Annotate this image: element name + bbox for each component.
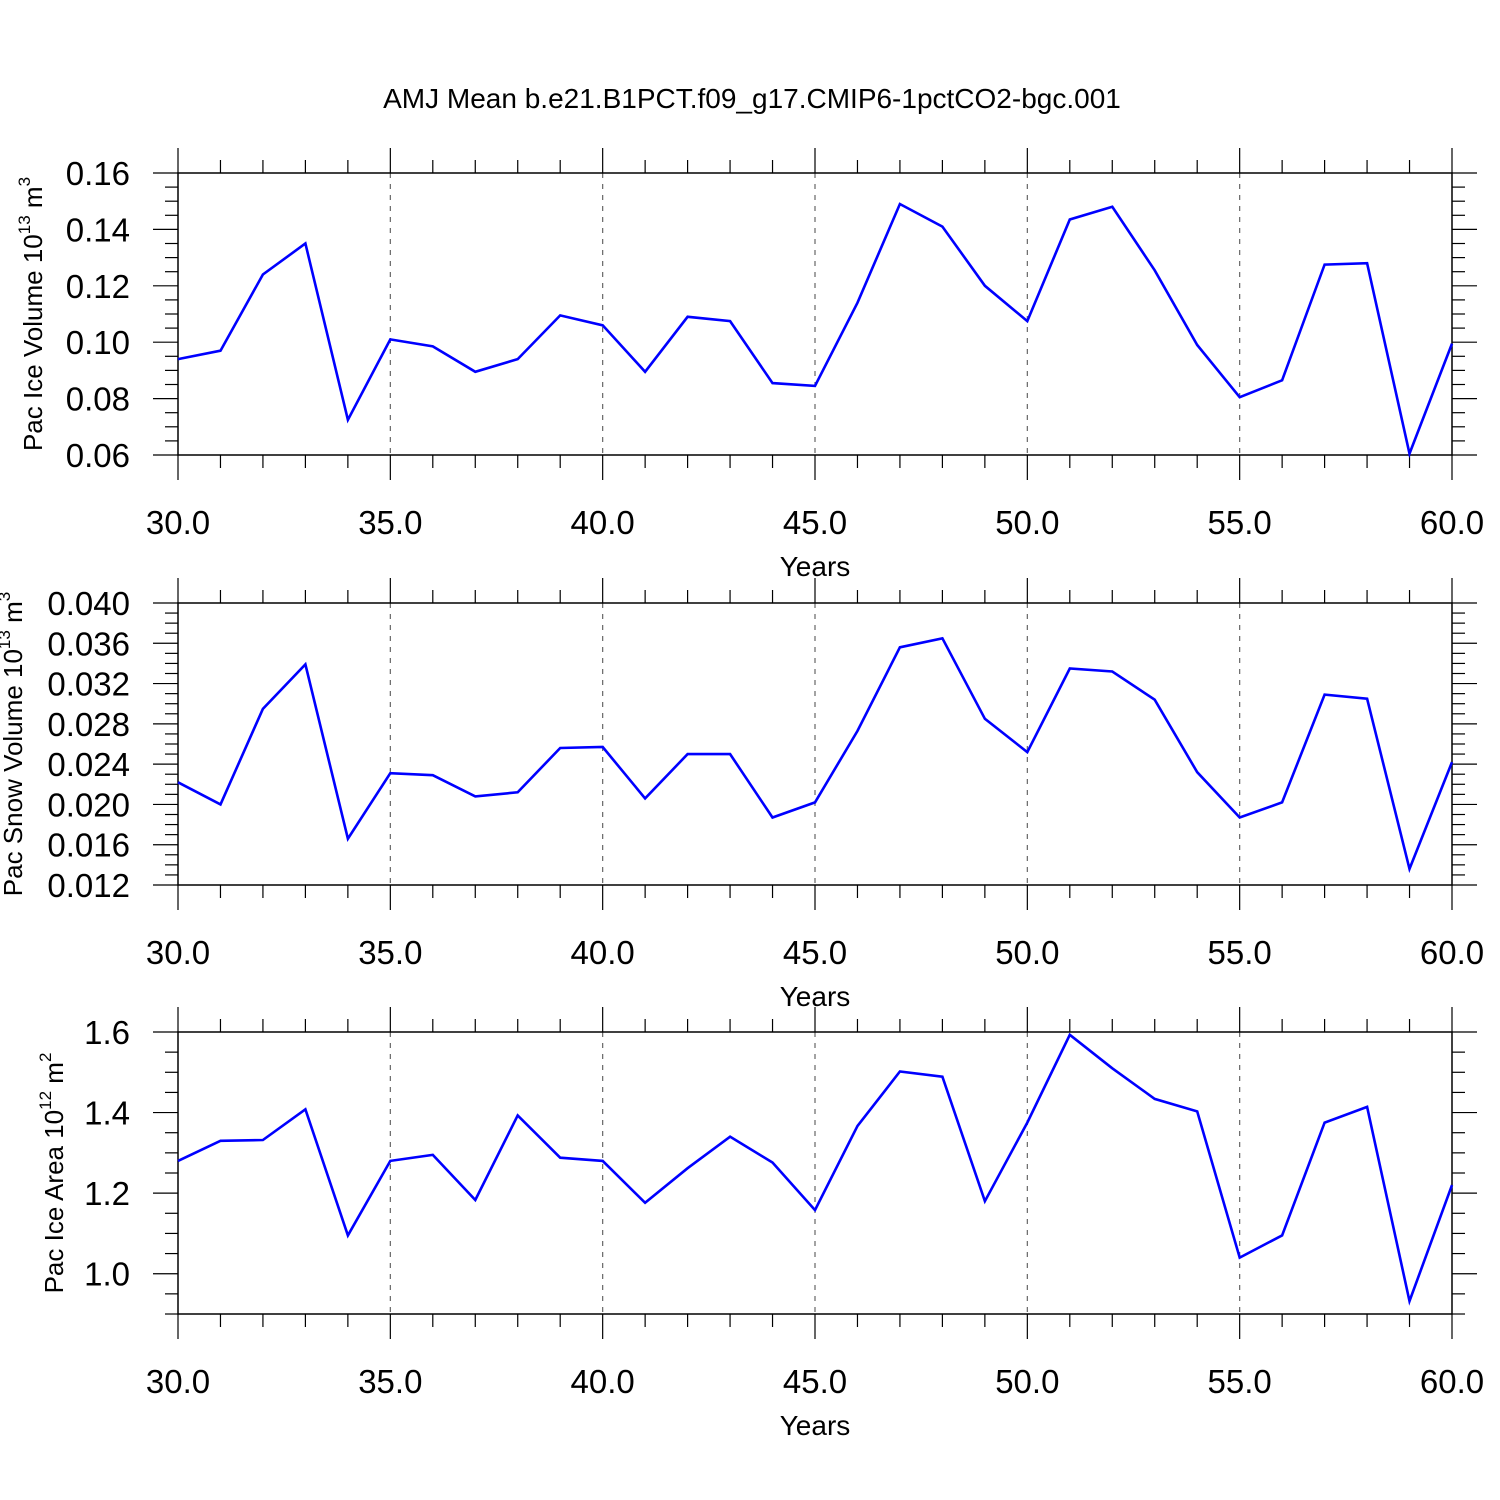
x-tick-label: 40.0 xyxy=(571,934,635,971)
x-tick-label: 60.0 xyxy=(1420,504,1484,541)
x-axis-label: Years xyxy=(780,551,851,582)
plot-frame xyxy=(177,602,1453,886)
x-tick-label: 45.0 xyxy=(783,1363,847,1400)
y-tick-label: 0.012 xyxy=(47,867,130,904)
x-tick-label: 45.0 xyxy=(783,934,847,971)
x-tick-label: 45.0 xyxy=(783,504,847,541)
y-tick-label: 0.028 xyxy=(47,706,130,743)
x-tick-label: 30.0 xyxy=(146,934,210,971)
y-tick-label: 0.040 xyxy=(47,585,130,622)
x-tick-label: 60.0 xyxy=(1420,934,1484,971)
x-tick-label: 55.0 xyxy=(1208,1363,1272,1400)
x-tick-label: 30.0 xyxy=(146,504,210,541)
y-tick-label: 0.10 xyxy=(66,324,130,361)
x-tick-label: 60.0 xyxy=(1420,1363,1484,1400)
panel-3: 30.0 35.0 40.0 45.0 50.0 55.0 60.0 Years 1.0 1.2 1… xyxy=(36,1007,1484,1441)
x-tick-label: 40.0 xyxy=(571,1363,635,1400)
x-tick-label: 35.0 xyxy=(358,504,422,541)
y-tick-label: 0.016 xyxy=(47,827,130,864)
y-tick-label: 1.2 xyxy=(84,1175,130,1212)
y-tick-label: 0.032 xyxy=(47,666,130,703)
x-tick-label: 50.0 xyxy=(995,934,1059,971)
y-tick-label: 0.12 xyxy=(66,268,130,305)
x-tick-label: 35.0 xyxy=(358,934,422,971)
y-axis-label: Pac Ice Volume 1013 m3 xyxy=(15,177,48,451)
x-tick-label: 35.0 xyxy=(358,1363,422,1400)
chart-title: AMJ Mean b.e21.B1PCT.f09_g17.CMIP6-1pctC… xyxy=(383,83,1121,114)
x-tick-label: 55.0 xyxy=(1208,504,1272,541)
y-tick-label: 1.4 xyxy=(84,1095,130,1132)
y-tick-label: 1.0 xyxy=(84,1256,130,1293)
x-tick-label: 50.0 xyxy=(995,1363,1059,1400)
y-tick-label: 0.08 xyxy=(66,381,130,418)
x-tick-label: 40.0 xyxy=(571,504,635,541)
y-tick-label: 1.6 xyxy=(84,1014,130,1051)
y-tick-label: 0.06 xyxy=(66,437,130,474)
plot-frame xyxy=(177,172,1453,456)
chart-panels: 30.0 35.0 40.0 45.0 50.0 55.0 60.0 Years 0.06 0.0… xyxy=(0,148,1484,1441)
x-tick-label: 55.0 xyxy=(1208,934,1272,971)
x-axis-label: Years xyxy=(780,1410,851,1441)
y-axis-label: Pac Ice Area 1012 m2 xyxy=(36,1053,69,1294)
x-tick-label: 50.0 xyxy=(995,504,1059,541)
x-tick-label: 30.0 xyxy=(146,1363,210,1400)
y-tick-label: 0.024 xyxy=(47,746,130,783)
x-axis-label: Years xyxy=(780,981,851,1012)
panel-1: 30.0 35.0 40.0 45.0 50.0 55.0 60.0 Years 0.06 0.0… xyxy=(15,148,1484,582)
y-tick-label: 0.16 xyxy=(66,155,130,192)
y-tick-label: 0.14 xyxy=(66,211,130,248)
y-axis-label: Pac Snow Volume 1013 m3 xyxy=(0,592,28,896)
y-tick-label: 0.036 xyxy=(47,625,130,662)
y-tick-label: 0.020 xyxy=(47,786,130,823)
plot-frame xyxy=(177,1031,1453,1315)
panel-2: 30.0 35.0 40.0 45.0 50.0 55.0 60.0Years0.0120.… xyxy=(0,578,1484,1012)
